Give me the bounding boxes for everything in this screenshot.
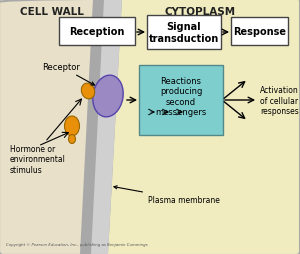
Ellipse shape bbox=[68, 135, 76, 144]
FancyBboxPatch shape bbox=[147, 16, 221, 50]
Ellipse shape bbox=[64, 117, 80, 136]
Text: Reactions
producing
second
messengers: Reactions producing second messengers bbox=[155, 77, 207, 117]
Ellipse shape bbox=[93, 76, 123, 117]
Polygon shape bbox=[91, 0, 122, 254]
Text: Signal
transduction: Signal transduction bbox=[149, 22, 219, 44]
Polygon shape bbox=[80, 0, 122, 254]
Ellipse shape bbox=[81, 84, 95, 100]
FancyBboxPatch shape bbox=[59, 18, 135, 46]
Text: Plasma membrane: Plasma membrane bbox=[114, 186, 220, 204]
FancyBboxPatch shape bbox=[231, 18, 288, 46]
Text: Copyright © Pearson Education, Inc., publishing as Benjamin Cummings: Copyright © Pearson Education, Inc., pub… bbox=[6, 242, 148, 246]
Text: Response: Response bbox=[233, 27, 286, 37]
Text: Activation
of cellular
responses: Activation of cellular responses bbox=[260, 86, 299, 116]
Text: Reception: Reception bbox=[69, 27, 125, 37]
Text: Receptor: Receptor bbox=[42, 63, 94, 86]
Text: CYTOPLASM: CYTOPLASM bbox=[164, 7, 236, 17]
Text: CELL WALL: CELL WALL bbox=[20, 7, 84, 17]
Text: Hormone or
environmental
stimulus: Hormone or environmental stimulus bbox=[10, 145, 66, 174]
FancyBboxPatch shape bbox=[139, 66, 223, 135]
Polygon shape bbox=[106, 0, 300, 254]
